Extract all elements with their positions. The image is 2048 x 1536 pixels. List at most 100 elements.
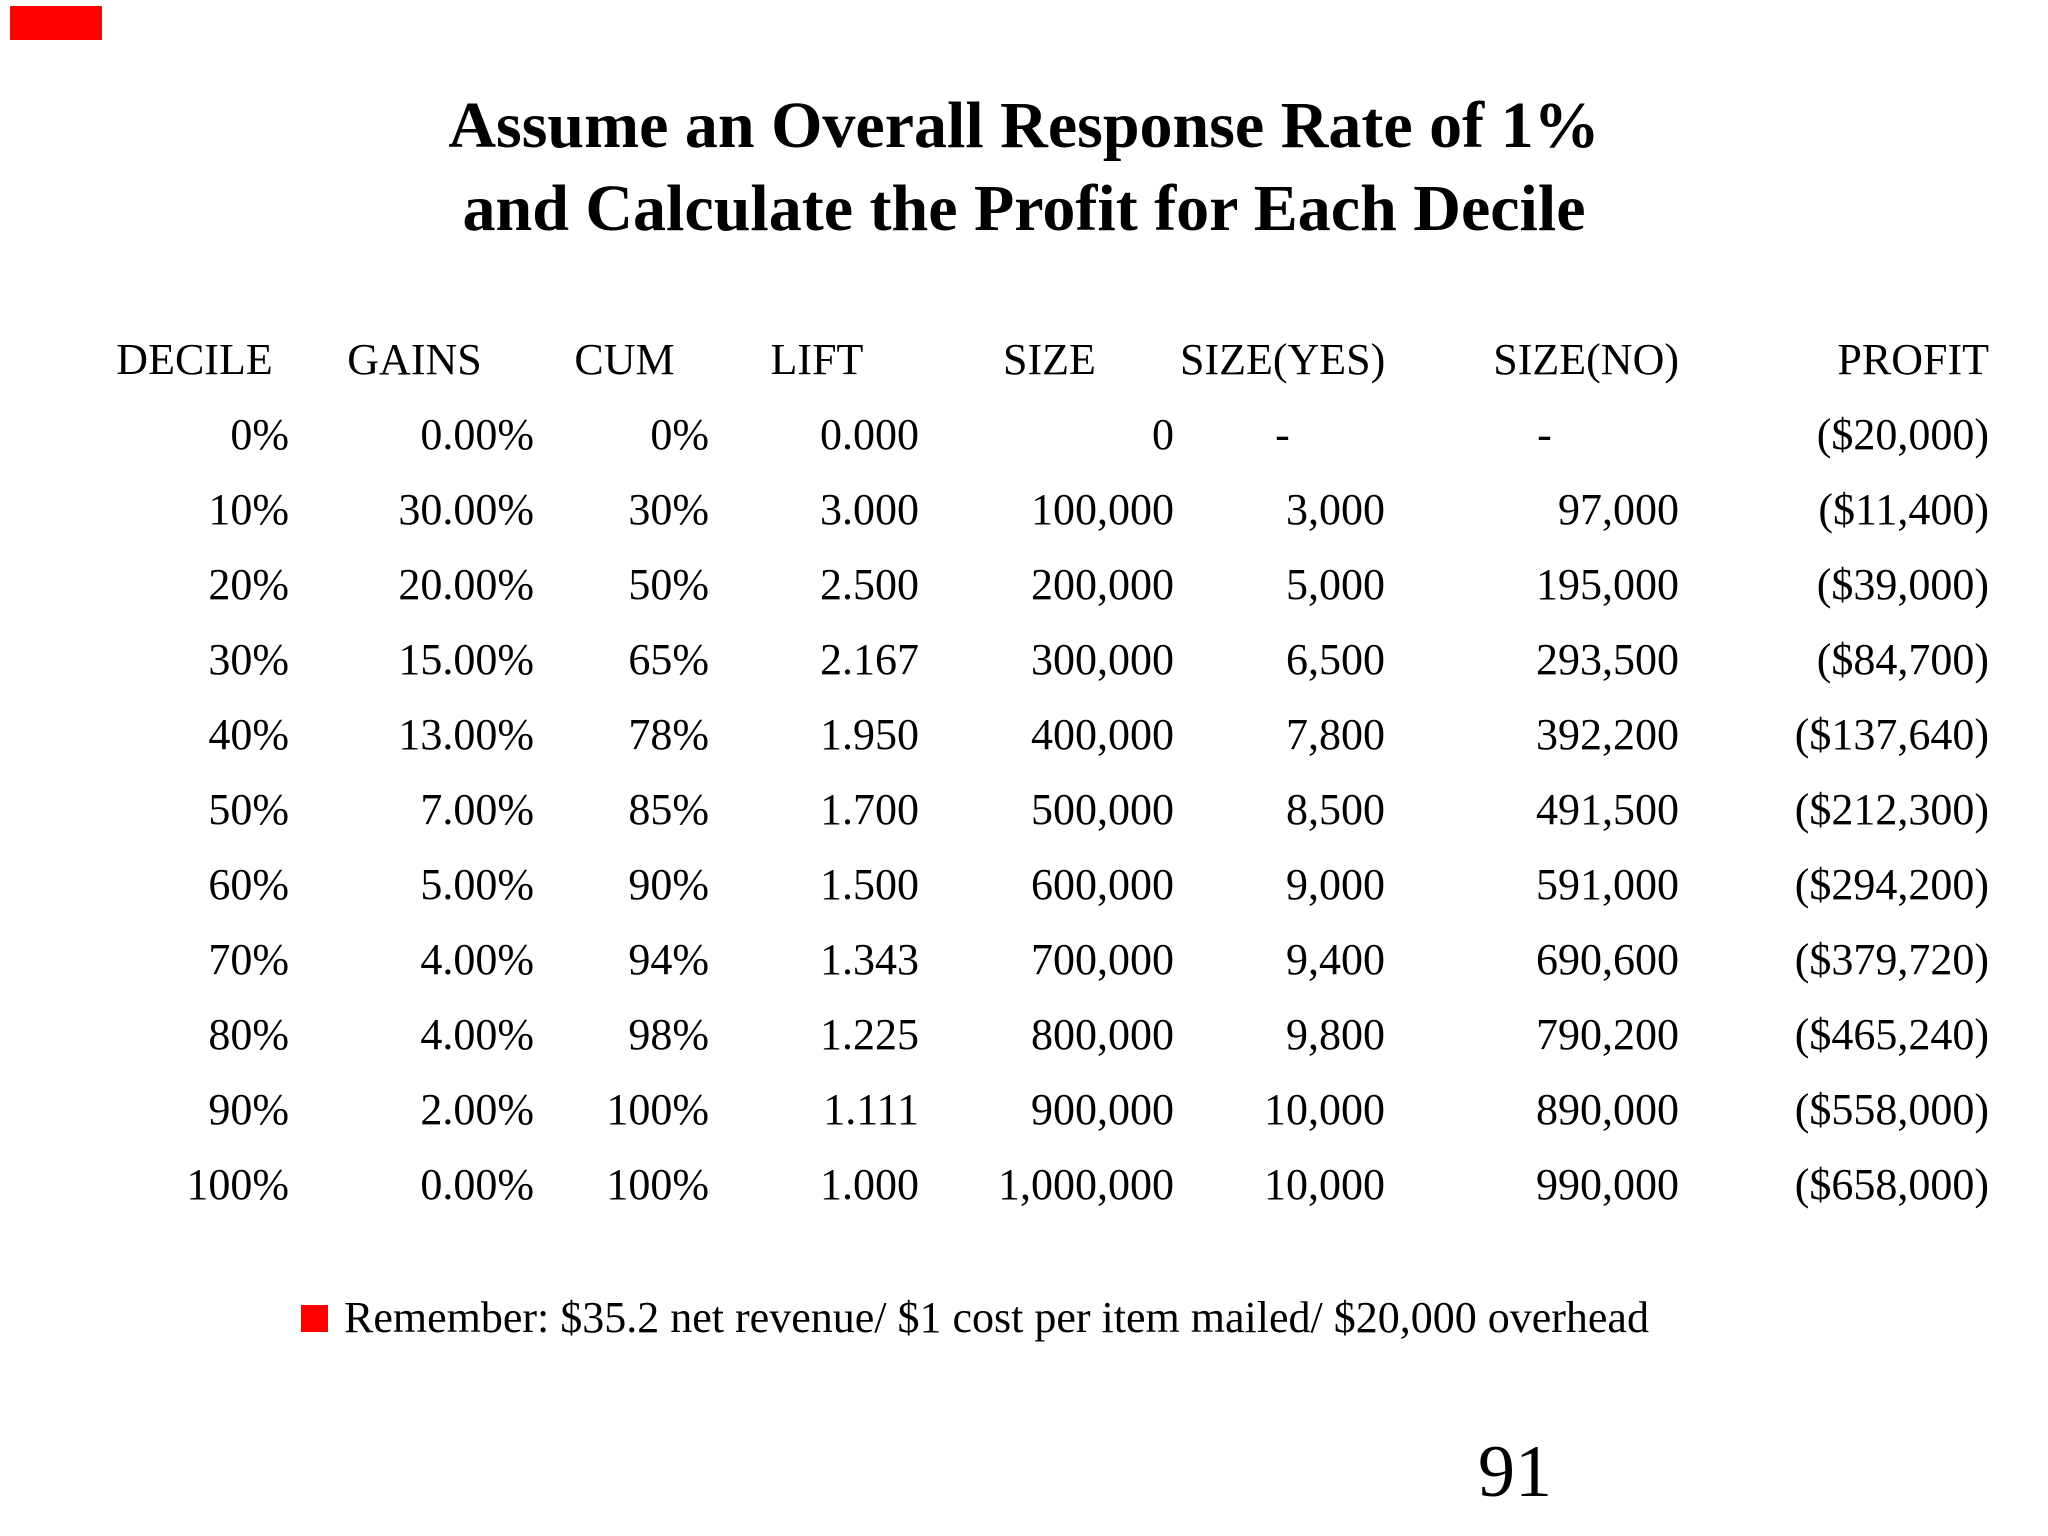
table-row: 30% 15.00% 65% 2.167 300,000 6,500 293,500 ($84…	[100, 622, 1995, 697]
table-cell: 100%	[186, 1160, 289, 1209]
table-cell: 9,800	[1286, 1010, 1385, 1059]
table-cell: 1.700	[820, 785, 919, 834]
table-row: 0% 0.00% 0% 0.000 0 - - ($20,000)	[100, 397, 1995, 472]
table-cell: 2.500	[820, 560, 919, 609]
table-cell: 5.00%	[420, 860, 534, 909]
table-cell: 8,500	[1286, 785, 1385, 834]
table-cell: 0%	[650, 410, 709, 459]
table-cell: 591,000	[1536, 860, 1679, 909]
table-cell: 7,800	[1286, 710, 1385, 759]
table-cell: 1.111	[823, 1085, 919, 1134]
title-line-2: and Calculate the Profit for Each Decile	[462, 172, 1586, 245]
table-cell: 800,000	[1031, 1010, 1174, 1059]
table-cell: 990,000	[1536, 1160, 1679, 1209]
table-cell: -	[1537, 410, 1552, 459]
table-cell: ($84,700)	[1816, 635, 1989, 684]
table-cell: 90%	[208, 1085, 289, 1134]
table-cell: 30%	[208, 635, 289, 684]
red-square-bullet-icon	[301, 1305, 328, 1332]
column-header: GAINS	[347, 335, 482, 384]
table-cell: 900,000	[1031, 1085, 1174, 1134]
table-cell: 10,000	[1264, 1160, 1385, 1209]
table-cell: 50%	[208, 785, 289, 834]
note-text: Remember: $35.2 net revenue/ $1 cost per…	[344, 1293, 1649, 1342]
column-header: SIZE(YES)	[1180, 335, 1386, 384]
table-cell: 100%	[606, 1085, 709, 1134]
decile-table-container: DECILE GAINS CUM LIFT SIZE SIZE(YES) SIZE(NO) P…	[100, 322, 1995, 1222]
table-cell: 2.167	[820, 635, 919, 684]
table-row: 90% 2.00% 100% 1.111 900,000 10,000 890,000 ($5…	[100, 1072, 1995, 1147]
table-cell: ($294,200)	[1794, 860, 1989, 909]
table-cell: 3.000	[820, 485, 919, 534]
table-cell: 20%	[208, 560, 289, 609]
table-cell: 97,000	[1558, 485, 1679, 534]
table-cell: 78%	[628, 710, 709, 759]
table-cell: 80%	[208, 1010, 289, 1059]
table-cell: 90%	[628, 860, 709, 909]
table-cell: 491,500	[1536, 785, 1679, 834]
table-cell: ($465,240)	[1794, 1010, 1989, 1059]
table-cell: 9,000	[1286, 860, 1385, 909]
column-header: PROFIT	[1837, 335, 1989, 384]
table-cell: ($39,000)	[1816, 560, 1989, 609]
column-header: CUM	[574, 335, 675, 384]
table-row: 10% 30.00% 30% 3.000 100,000 3,000 97,000 ($11,…	[100, 472, 1995, 547]
title-line-1: Assume an Overall Response Rate of 1%	[448, 89, 1600, 162]
table-cell: 30.00%	[398, 485, 534, 534]
table-cell: 9,400	[1286, 935, 1385, 984]
table-cell: 4.00%	[420, 935, 534, 984]
table-cell: 500,000	[1031, 785, 1174, 834]
table-cell: 15.00%	[398, 635, 534, 684]
table-cell: ($558,000)	[1794, 1085, 1989, 1134]
table-cell: 50%	[628, 560, 709, 609]
table-row: 50% 7.00% 85% 1.700 500,000 8,500 491,500 ($212…	[100, 772, 1995, 847]
table-row: 60% 5.00% 90% 1.500 600,000 9,000 591,000 ($294…	[100, 847, 1995, 922]
table-cell: 0	[1152, 410, 1174, 459]
table-cell: ($379,720)	[1794, 935, 1989, 984]
table-row: 100% 0.00% 100% 1.000 1,000,000 10,000 990,000…	[100, 1147, 1995, 1222]
table-cell: 1.000	[820, 1160, 919, 1209]
table-cell: 890,000	[1536, 1085, 1679, 1134]
table-cell: 85%	[628, 785, 709, 834]
table-cell: 400,000	[1031, 710, 1174, 759]
table-cell: 0.000	[820, 410, 919, 459]
table-cell: 293,500	[1536, 635, 1679, 684]
table-cell: 60%	[208, 860, 289, 909]
table-cell: 10%	[208, 485, 289, 534]
table-cell: 195,000	[1536, 560, 1679, 609]
table-cell: 98%	[628, 1010, 709, 1059]
table-cell: 40%	[208, 710, 289, 759]
table-cell: 70%	[208, 935, 289, 984]
red-corner-bar	[10, 6, 102, 40]
header-row: DECILE GAINS CUM LIFT SIZE SIZE(YES) SIZE(NO) P…	[100, 322, 1995, 397]
table-cell: -	[1275, 410, 1290, 459]
column-header: SIZE	[1003, 335, 1096, 384]
table-row: 40% 13.00% 78% 1.950 400,000 7,800 392,200 ($13…	[100, 697, 1995, 772]
table-cell: 20.00%	[398, 560, 534, 609]
table-row: 70% 4.00% 94% 1.343 700,000 9,400 690,600 ($379…	[100, 922, 1995, 997]
column-header: DECILE	[116, 335, 273, 384]
table-cell: ($20,000)	[1816, 410, 1989, 459]
table-cell: 7.00%	[420, 785, 534, 834]
table-cell: 65%	[628, 635, 709, 684]
table-cell: 94%	[628, 935, 709, 984]
table-cell: ($137,640)	[1794, 710, 1989, 759]
column-header: LIFT	[770, 335, 864, 384]
page-number: 91	[1478, 1431, 1552, 1513]
table-cell: 100%	[606, 1160, 709, 1209]
table-cell: 0.00%	[420, 410, 534, 459]
table-cell: 6,500	[1286, 635, 1385, 684]
decile-table: DECILE GAINS CUM LIFT SIZE SIZE(YES) SIZE(NO) P…	[100, 322, 1995, 1222]
table-cell: 2.00%	[420, 1085, 534, 1134]
column-header: SIZE(NO)	[1493, 335, 1679, 384]
table-cell: 5,000	[1286, 560, 1385, 609]
table-cell: ($658,000)	[1794, 1160, 1989, 1209]
table-cell: 100,000	[1031, 485, 1174, 534]
table-cell: ($212,300)	[1794, 785, 1989, 834]
table-cell: 3,000	[1286, 485, 1385, 534]
table-cell: ($11,400)	[1818, 485, 1989, 534]
table-cell: 1.950	[820, 710, 919, 759]
table-cell: 1,000,000	[998, 1160, 1174, 1209]
table-cell: 0%	[230, 410, 289, 459]
